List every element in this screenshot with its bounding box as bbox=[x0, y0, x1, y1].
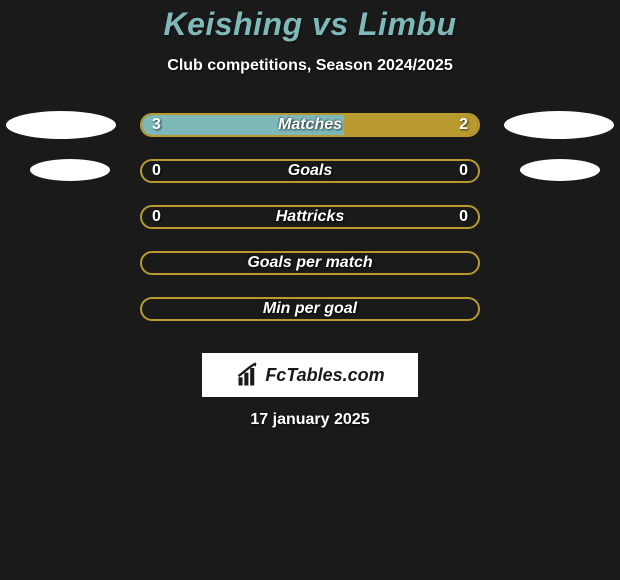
comparison-widget: Keishing vs Limbu Club competitions, Sea… bbox=[0, 0, 620, 429]
photo-placeholder-left bbox=[6, 111, 116, 139]
stat-value-left: 0 bbox=[152, 161, 161, 181]
stat-row: 0 Goals 0 bbox=[140, 159, 480, 183]
stat-block-goals: 0 Goals 0 bbox=[0, 159, 620, 205]
stat-row: 0 Hattricks 0 bbox=[140, 205, 480, 229]
photo-placeholder-right bbox=[504, 111, 614, 139]
stat-label: Matches bbox=[278, 116, 342, 134]
stat-value-left: 3 bbox=[152, 115, 161, 135]
chart-icon bbox=[235, 361, 263, 389]
stat-block-gpm: Goals per match bbox=[0, 251, 620, 297]
bar-right bbox=[344, 115, 478, 135]
stat-value-right: 2 bbox=[459, 115, 468, 135]
logo-placeholder-left bbox=[30, 159, 110, 181]
logo-placeholder-right bbox=[520, 159, 600, 181]
stat-value-right: 0 bbox=[459, 161, 468, 181]
stat-label: Hattricks bbox=[276, 208, 344, 226]
stat-row: 3 Matches 2 bbox=[140, 113, 480, 137]
footer-date: 17 january 2025 bbox=[0, 411, 620, 429]
branding-text: FcTables.com bbox=[265, 365, 384, 386]
stat-block-hattricks: 0 Hattricks 0 bbox=[0, 205, 620, 251]
page-subtitle: Club competitions, Season 2024/2025 bbox=[0, 57, 620, 75]
stat-value-left: 0 bbox=[152, 207, 161, 227]
stat-label: Goals bbox=[288, 162, 332, 180]
page-title: Keishing vs Limbu bbox=[0, 6, 620, 43]
stat-row: Min per goal bbox=[140, 297, 480, 321]
branding-link[interactable]: FcTables.com bbox=[202, 353, 418, 397]
stat-label: Min per goal bbox=[263, 300, 357, 318]
stat-value-right: 0 bbox=[459, 207, 468, 227]
stat-block-mpg: Min per goal bbox=[0, 297, 620, 343]
stat-label: Goals per match bbox=[247, 254, 372, 272]
stat-block-matches: 3 Matches 2 bbox=[0, 113, 620, 159]
branding-logo: FcTables.com bbox=[235, 361, 384, 389]
stat-row: Goals per match bbox=[140, 251, 480, 275]
